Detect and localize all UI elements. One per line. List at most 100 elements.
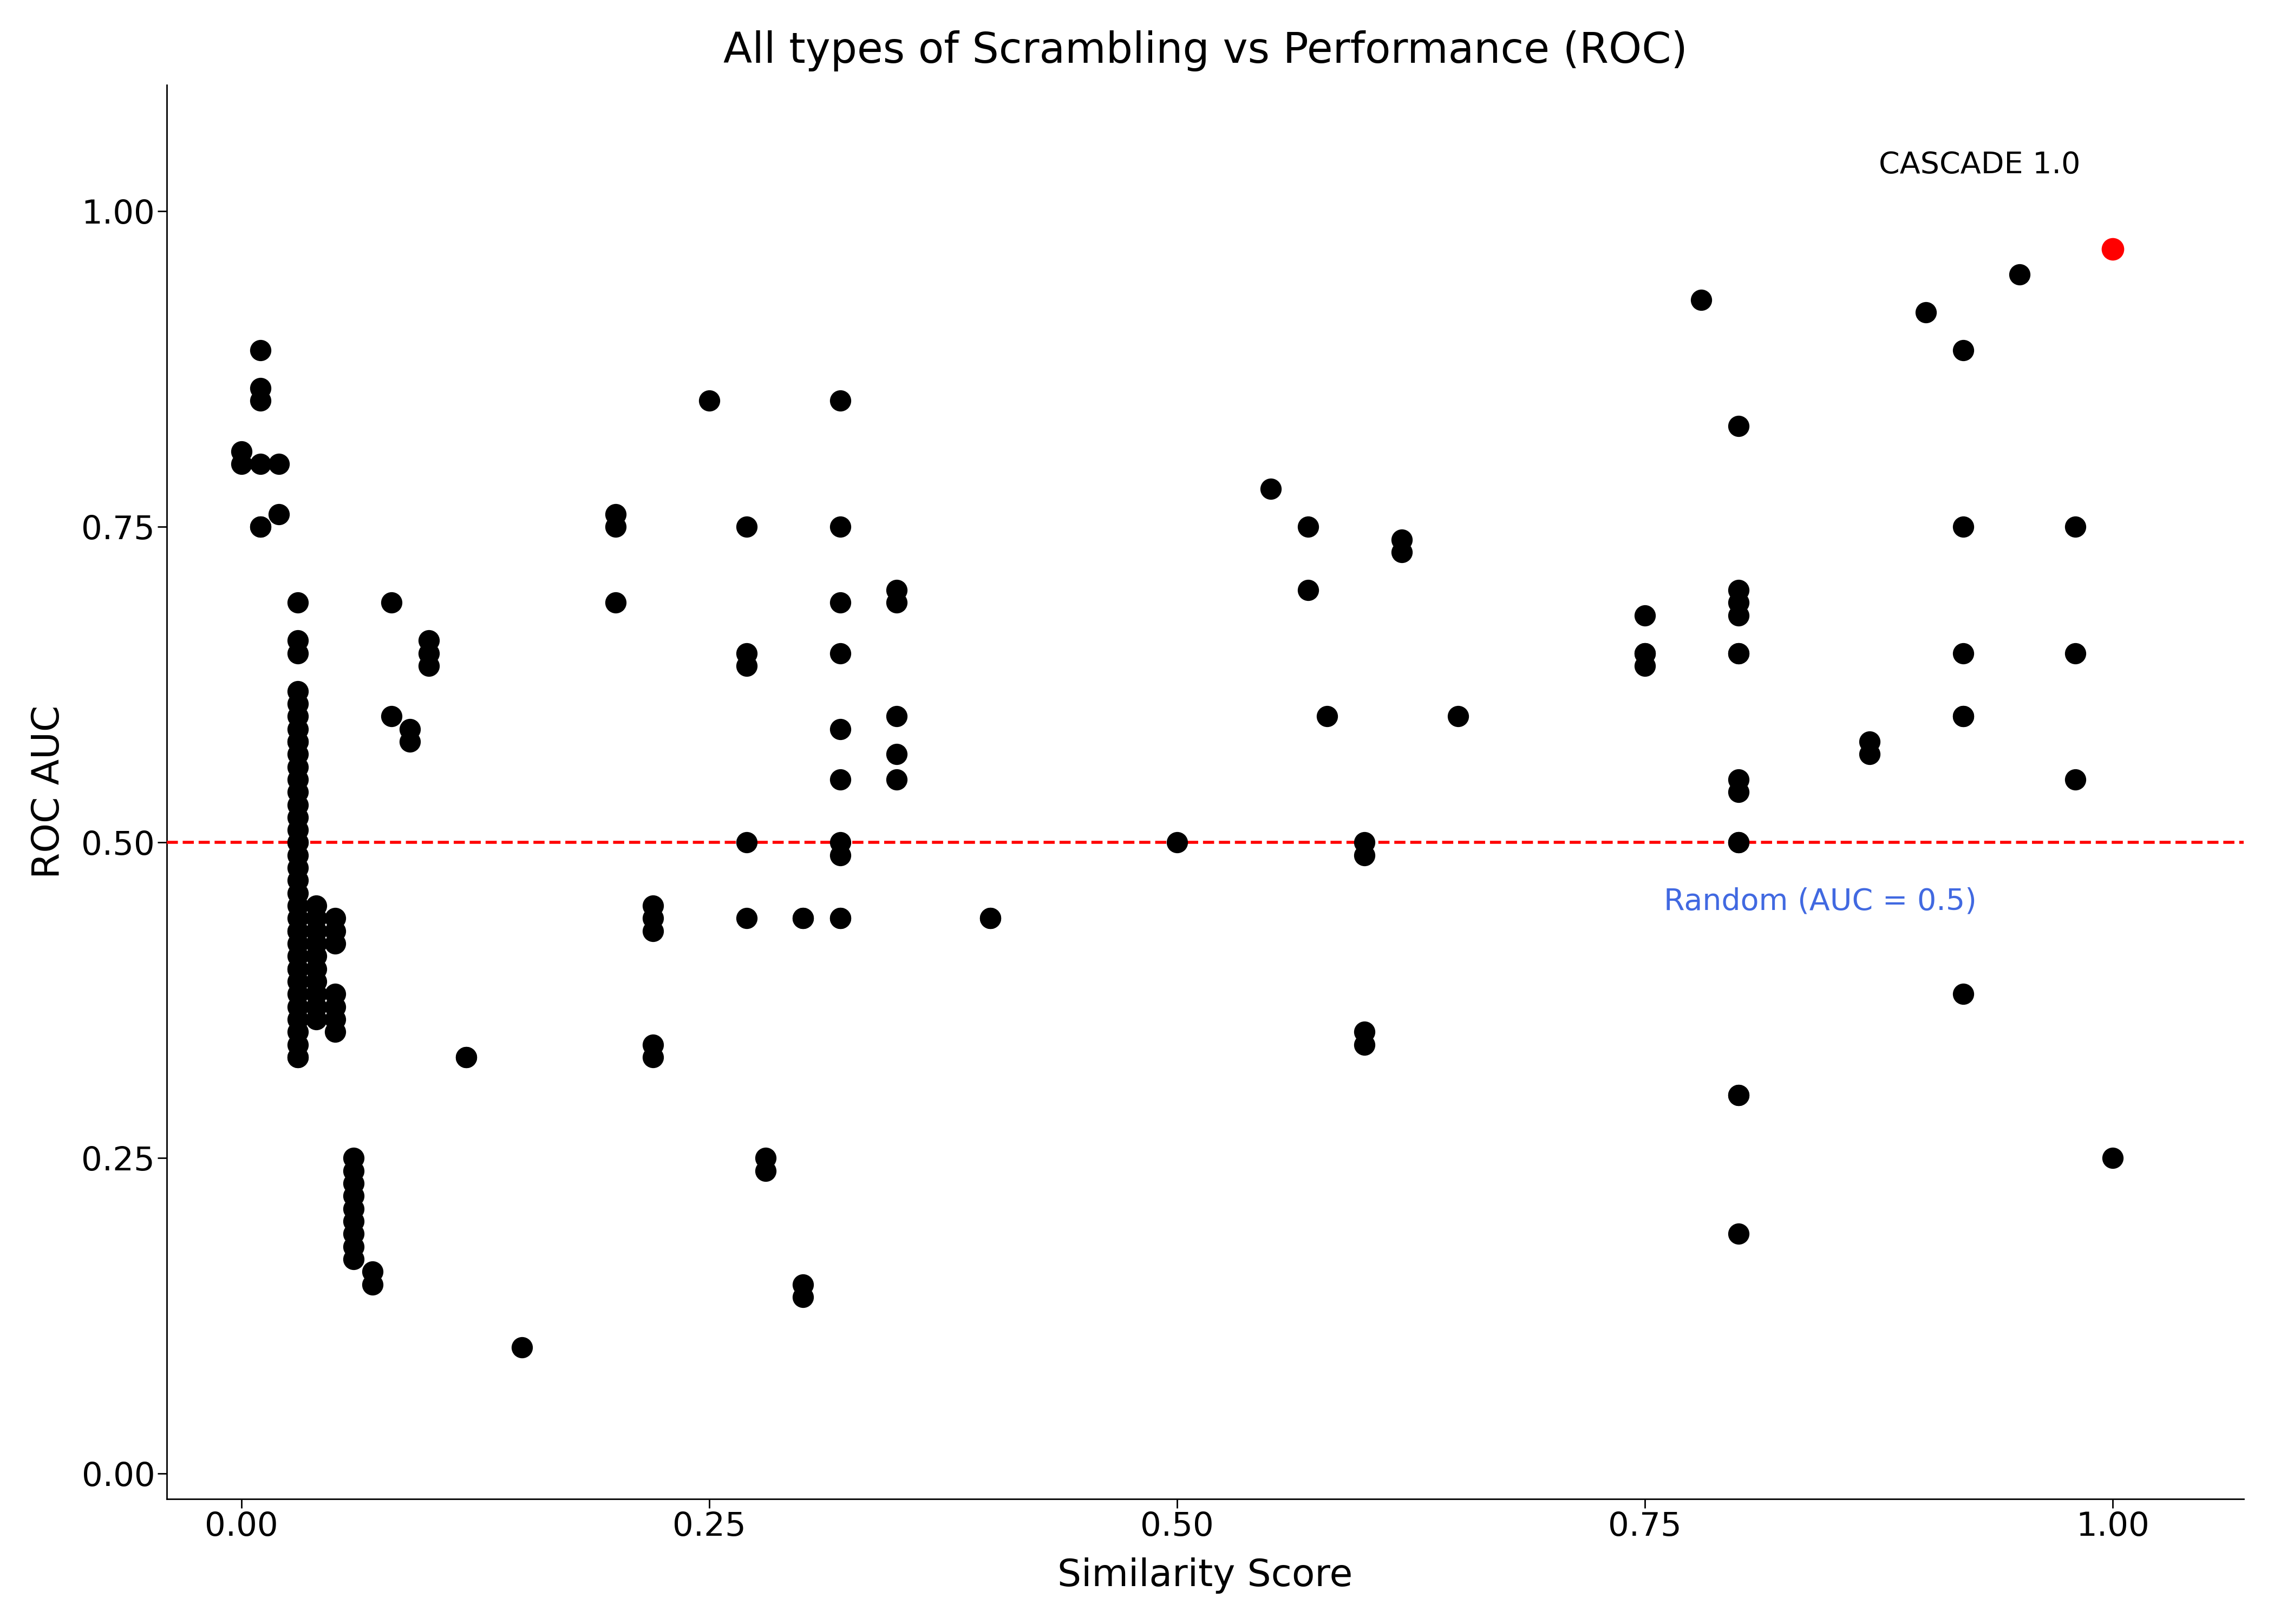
Point: [1908, 299, 1944, 325]
Point: [298, 918, 334, 944]
Point: [316, 981, 352, 1007]
Point: [298, 981, 334, 1007]
Point: [280, 944, 316, 970]
Point: [298, 981, 334, 1007]
Point: [823, 716, 860, 742]
Point: [1289, 577, 1326, 603]
Point: [241, 513, 277, 539]
Point: [280, 905, 316, 931]
Point: [316, 994, 352, 1020]
Point: [280, 703, 316, 729]
Point: [823, 590, 860, 615]
Point: [1721, 412, 1758, 438]
Point: [634, 905, 671, 931]
Point: [1289, 513, 1326, 539]
Y-axis label: ROC AUC: ROC AUC: [30, 705, 66, 879]
Point: [1626, 640, 1662, 666]
Point: [391, 716, 428, 742]
Point: [1721, 577, 1758, 603]
Point: [598, 590, 634, 615]
Point: [2058, 767, 2094, 793]
Point: [691, 388, 728, 414]
Point: [448, 1044, 484, 1070]
Point: [298, 944, 334, 970]
Point: [373, 590, 409, 615]
Point: [1310, 703, 1346, 729]
Point: [280, 767, 316, 793]
Point: [1253, 476, 1289, 502]
Point: [316, 931, 352, 957]
Point: [280, 981, 316, 1007]
Point: [505, 1335, 541, 1361]
Point: [280, 1031, 316, 1057]
Text: Random (AUC = 0.5): Random (AUC = 0.5): [1665, 887, 1976, 916]
Title: All types of Scrambling vs Performance (ROC): All types of Scrambling vs Performance (…: [723, 31, 1687, 71]
Point: [1944, 513, 1981, 539]
Point: [298, 918, 334, 944]
Point: [280, 679, 316, 705]
Point: [634, 1031, 671, 1057]
Point: [448, 1044, 484, 1070]
Point: [280, 793, 316, 818]
Point: [728, 653, 764, 679]
Point: [1721, 640, 1758, 666]
Point: [280, 918, 316, 944]
Point: [337, 1246, 373, 1272]
Point: [280, 1007, 316, 1033]
Point: [878, 590, 914, 615]
Point: [241, 338, 277, 364]
Point: [280, 627, 316, 653]
Point: [298, 968, 334, 994]
Point: [823, 388, 860, 414]
Point: [1944, 338, 1981, 364]
Point: [785, 1285, 821, 1311]
Point: [391, 729, 428, 755]
Point: [280, 804, 316, 830]
Point: [823, 905, 860, 931]
Point: [971, 905, 1007, 931]
Point: [598, 513, 634, 539]
Point: [262, 451, 298, 477]
Point: [280, 780, 316, 806]
Point: [298, 931, 334, 957]
Point: [337, 1158, 373, 1184]
Point: [337, 1208, 373, 1234]
Point: [316, 1007, 352, 1033]
Point: [280, 854, 316, 880]
Point: [337, 1182, 373, 1208]
Point: [280, 690, 316, 716]
Point: [409, 627, 446, 653]
Point: [728, 905, 764, 931]
Point: [223, 451, 259, 477]
Point: [280, 754, 316, 780]
Point: [337, 1234, 373, 1260]
Point: [1721, 1082, 1758, 1108]
Point: [280, 893, 316, 919]
Point: [1944, 703, 1981, 729]
Point: [280, 741, 316, 767]
Point: [1439, 703, 1476, 729]
Point: [280, 957, 316, 983]
Point: [1851, 741, 1887, 767]
Point: [316, 1018, 352, 1044]
Point: [241, 375, 277, 401]
Point: [823, 640, 860, 666]
Point: [1346, 1031, 1383, 1057]
Point: [409, 653, 446, 679]
Point: [1160, 830, 1196, 856]
Point: [280, 830, 316, 856]
Point: [280, 957, 316, 983]
X-axis label: Similarity Score: Similarity Score: [1057, 1557, 1353, 1593]
Point: [1683, 287, 1719, 313]
Point: [823, 905, 860, 931]
Point: [1721, 780, 1758, 806]
Point: [878, 577, 914, 603]
Point: [223, 438, 259, 464]
Point: [262, 502, 298, 528]
Point: [1626, 653, 1662, 679]
Point: [785, 905, 821, 931]
Point: [748, 1145, 785, 1171]
Point: [2094, 235, 2131, 261]
Point: [1851, 729, 1887, 755]
Point: [1383, 526, 1419, 552]
